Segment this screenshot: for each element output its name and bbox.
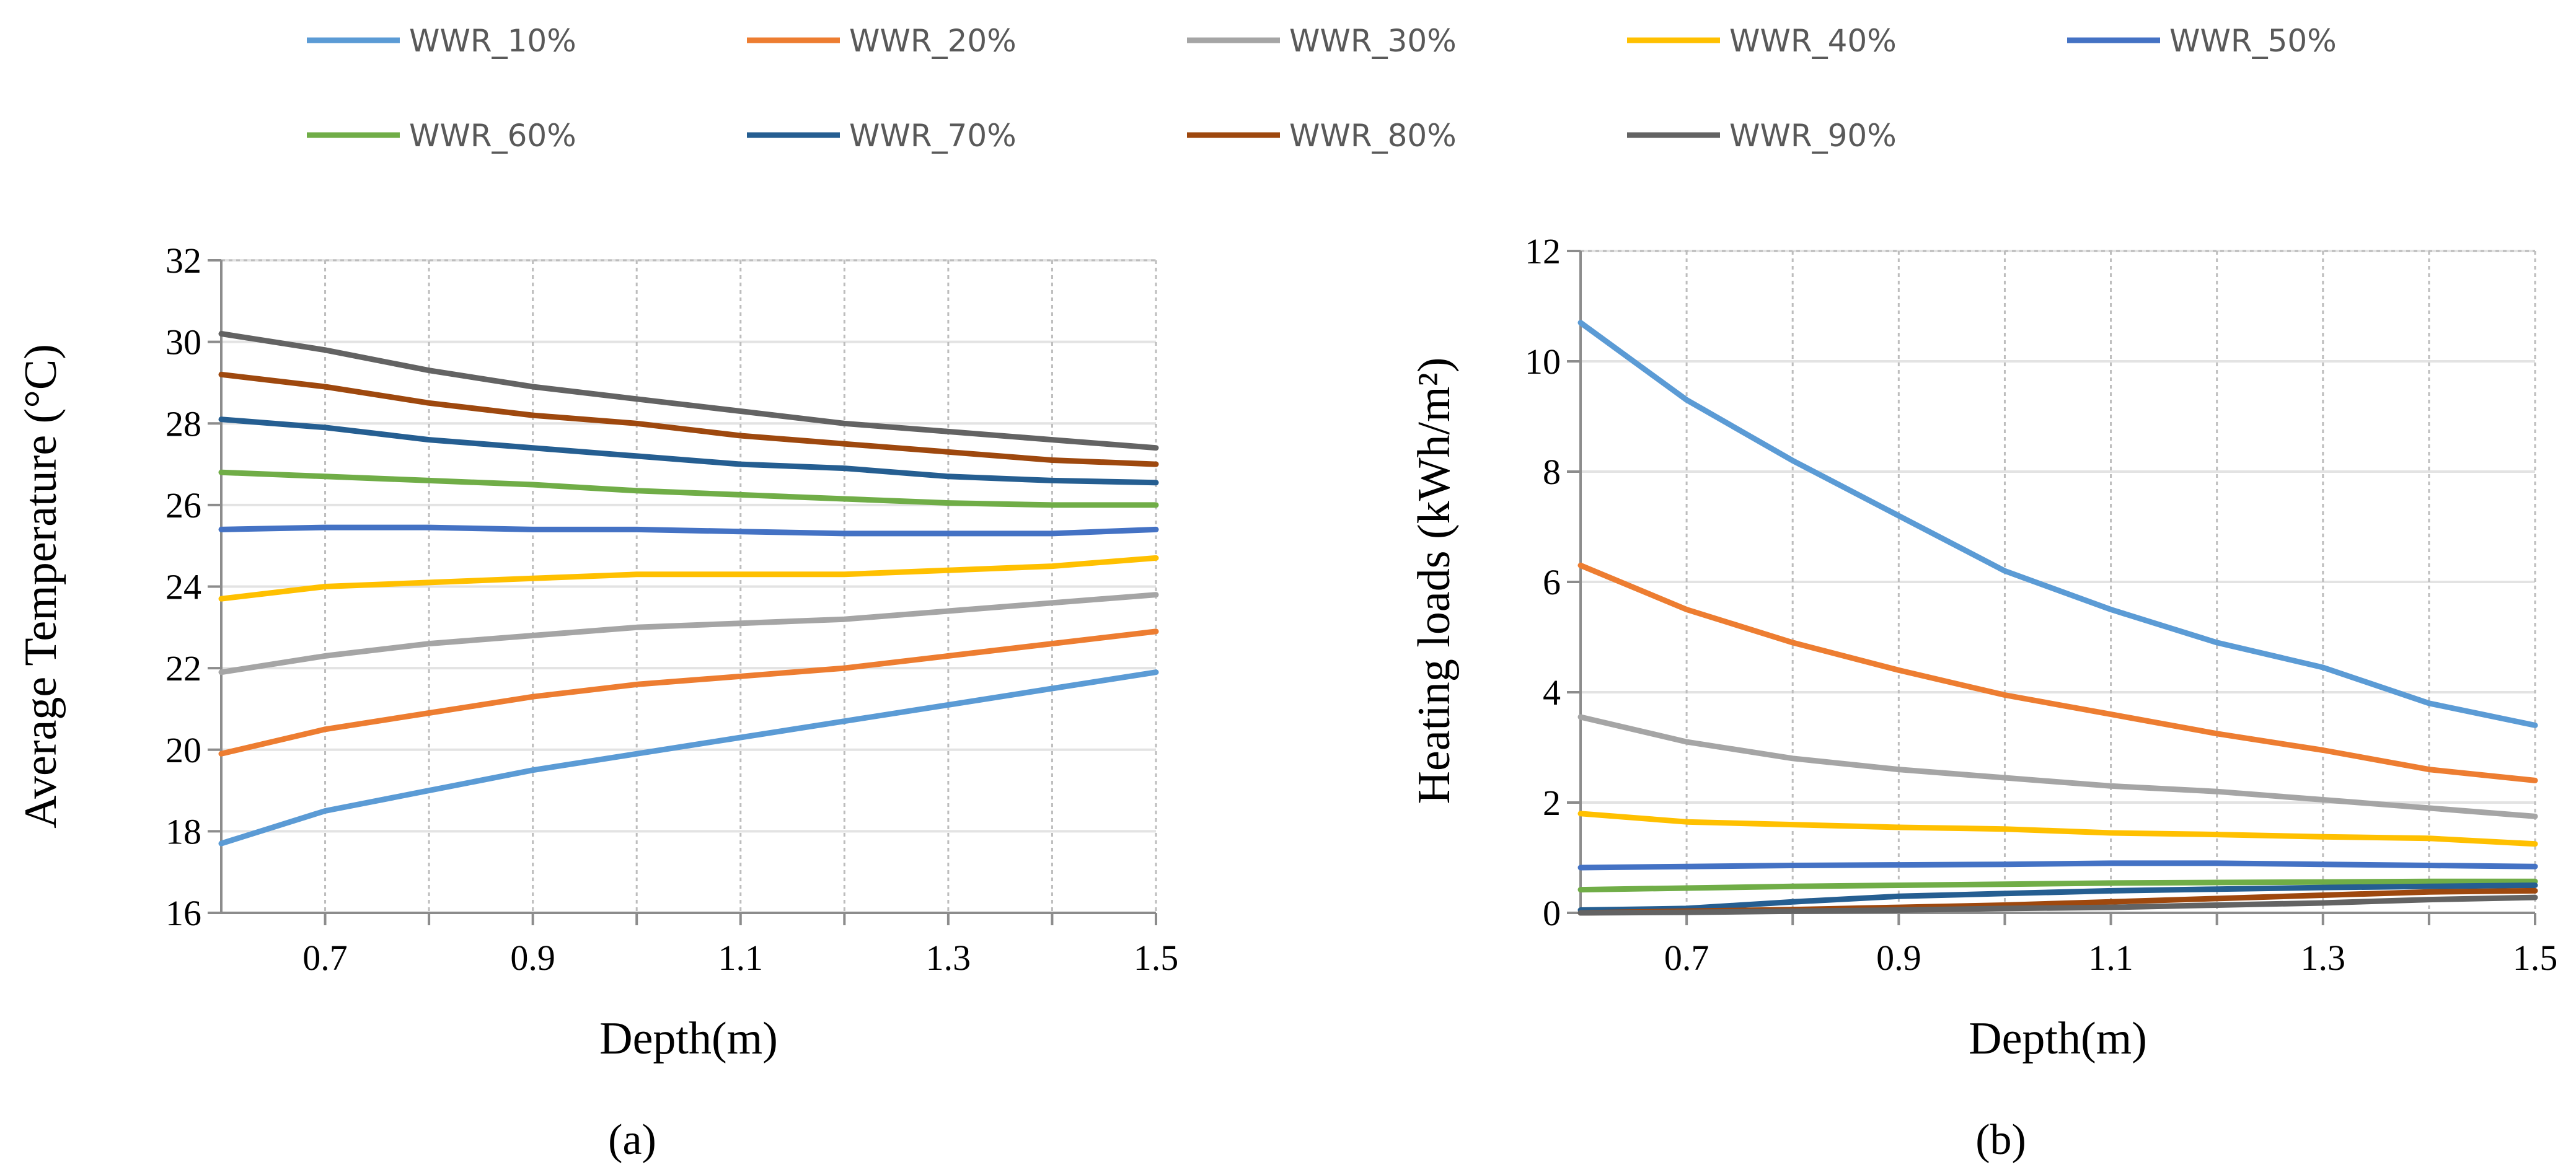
y-axis-title: Heating loads (kWh/m²) [1409,358,1460,804]
legend-label: WWR_90% [1729,118,1897,154]
series-line-wwr-40pct [218,555,1159,602]
panel-caption: (a) [608,1116,656,1164]
x-tick-label: 1.5 [1134,938,1179,978]
y-tick-label: 2 [1543,783,1561,823]
y-axis-title: Average Temperature (°C) [15,344,66,829]
legend-item: WWR_90% [1627,118,1897,154]
series-line-wwr-70pct [1577,882,2538,913]
legend-label: WWR_70% [849,118,1017,154]
series-line-wwr-70pct [218,416,1159,486]
legend-item: WWR_70% [747,118,1017,154]
series-line-wwr-40pct [1577,811,2538,847]
series-line-wwr-90pct [1577,894,2538,916]
series-line-wwr-30pct [218,592,1159,676]
y-tick-label: 4 [1543,672,1561,713]
legend-item: WWR_60% [307,118,576,154]
legend-item: WWR_40% [1627,23,1897,59]
series-line-wwr-30pct [1577,714,2538,819]
y-tick-label: 0 [1543,893,1561,933]
legend-label: WWR_30% [1289,23,1457,59]
y-tick-label: 22 [165,648,201,689]
y-tick-label: 28 [165,403,201,444]
x-tick-label: 1.3 [926,938,971,978]
y-tick-label: 20 [165,730,201,770]
chart-b: 0 2 4 6 8 10 12 0.7 0.9 1.1 1.3 1.5 Depth(m) Heating … [1409,231,2557,1164]
legend-item: WWR_50% [2067,23,2337,59]
series-line-wwr-50pct [218,524,1159,537]
panel-caption: (b) [1975,1116,2026,1164]
legend: WWR_10% WWR_20% WWR_30% WWR_40% WWR_50% WWR_6… [307,23,2337,154]
legend-label: WWR_60% [409,118,576,154]
x-tick-label: 0.7 [1664,938,1709,978]
y-tick-label: 6 [1543,562,1561,602]
series-line-wwr-20pct [218,628,1159,757]
x-tick-label: 1.5 [2513,938,2558,978]
y-tick-label: 24 [165,567,201,607]
x-tick-label: 1.1 [2088,938,2133,978]
legend-label: WWR_50% [2169,23,2337,59]
x-tick-label: 1.1 [718,938,764,978]
series-line-wwr-60pct [1577,878,2538,893]
y-tick-label: 32 [165,240,201,281]
legend-item: WWR_20% [747,23,1017,59]
y-tick-label: 18 [165,811,201,852]
legend-label: WWR_20% [849,23,1017,59]
x-tick-label: 0.9 [510,938,555,978]
series-line-wwr-60pct [218,469,1159,508]
series-line-wwr-80pct [218,371,1159,467]
x-tick-label: 0.7 [302,938,348,978]
series-line-wwr-90pct [218,331,1159,451]
legend-item: WWR_30% [1187,23,1457,59]
y-tick-label: 26 [165,485,201,526]
y-tick-label: 8 [1543,452,1561,492]
legend-item: WWR_10% [307,23,576,59]
legend-label: WWR_40% [1729,23,1897,59]
series-line-wwr-50pct [1577,860,2538,871]
chart-a: 16 18 20 22 24 26 28 30 32 0.7 0.9 1.1 1.3 1.5 Depth(m… [15,240,1178,1164]
x-tick-label: 1.3 [2301,938,2346,978]
series-line-wwr-10pct [218,669,1159,847]
x-axis-title: Depth(m) [599,1013,778,1064]
series-line-wwr-20pct [1577,562,2538,783]
x-axis-title: Depth(m) [1969,1013,2147,1064]
y-tick-label: 30 [165,322,201,363]
y-tick-label: 10 [1525,341,1561,382]
y-tick-label: 12 [1525,231,1561,271]
series-line-wwr-10pct [1577,320,2538,728]
legend-label: WWR_80% [1289,118,1457,154]
x-tick-label: 0.9 [1876,938,1921,978]
legend-item: WWR_80% [1187,118,1457,154]
legend-label: WWR_10% [409,23,576,59]
y-tick-label: 16 [165,893,201,933]
